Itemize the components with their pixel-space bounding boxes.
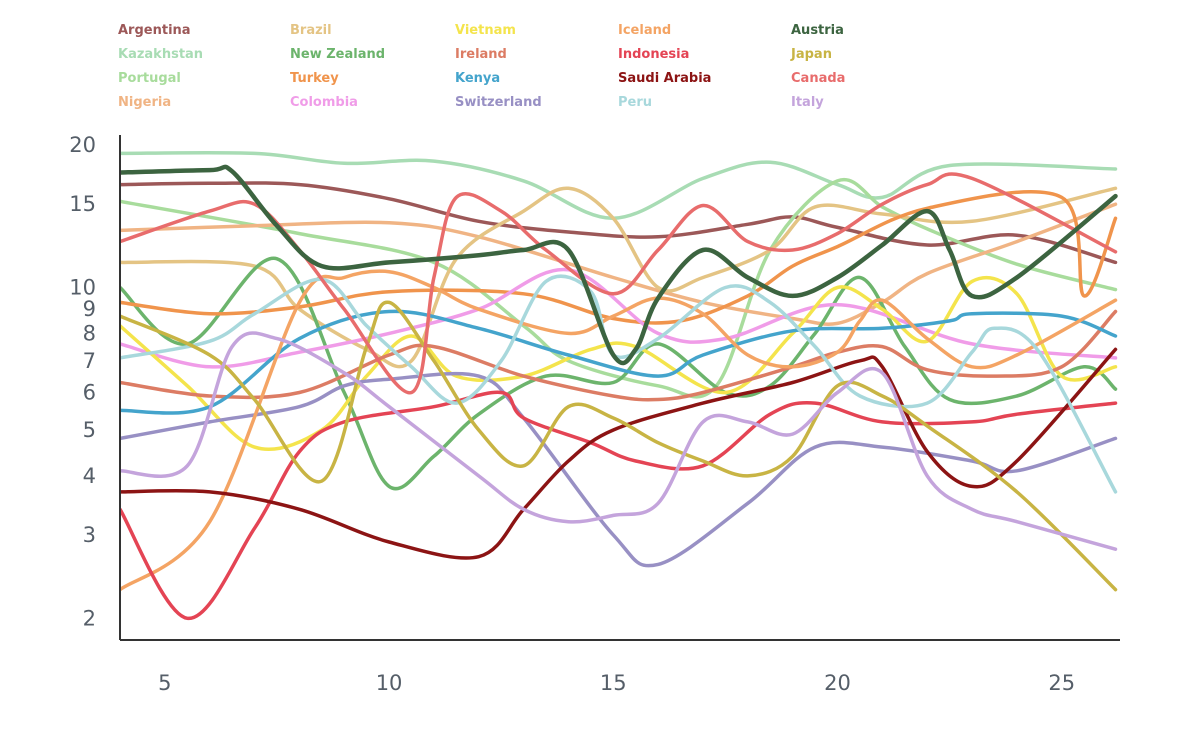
series-line-japan [120, 300, 1118, 592]
legend-item-colombia: Colombia [290, 95, 358, 110]
legend-item-argentina: Argentina [118, 23, 191, 38]
series-line-kenya [120, 309, 1118, 415]
y-tick-label: 8 [83, 321, 96, 345]
series-line-ireland [120, 309, 1118, 402]
legend-item-iceland: Iceland [618, 23, 671, 38]
legend-item-brazil: Brazil [290, 23, 332, 38]
series-line-switzerland [120, 371, 1118, 568]
x-tick-label: 5 [158, 671, 171, 695]
y-tick-label: 5 [83, 418, 96, 442]
y-tick-label: 4 [83, 464, 96, 488]
series-line-kazakhstan [120, 150, 1118, 221]
series-line-saudi-arabia [120, 347, 1118, 560]
legend-item-italy: Italy [791, 95, 824, 110]
x-tick-label: 20 [824, 671, 851, 695]
series-line-turkey [120, 190, 1118, 325]
legend-item-nigeria: Nigeria [118, 95, 171, 110]
x-tick-label: 25 [1048, 671, 1075, 695]
legend-item-canada: Canada [791, 71, 845, 86]
legend-item-japan: Japan [790, 47, 832, 62]
series-line-new-zealand [120, 256, 1118, 491]
legend-item-indonesia: Indonesia [618, 47, 689, 62]
y-tick-label: 3 [83, 523, 96, 547]
series-line-brazil [120, 186, 1118, 369]
legend-item-turkey: Turkey [290, 71, 339, 86]
series-lines [120, 150, 1118, 621]
legend-item-vietnam: Vietnam [455, 23, 516, 38]
x-tick-label: 10 [376, 671, 403, 695]
y-tick-label: 20 [69, 133, 96, 157]
legend-item-kenya: Kenya [455, 71, 500, 86]
legend-item-kazakhstan: Kazakhstan [118, 47, 203, 62]
legend-item-peru: Peru [618, 95, 652, 110]
series-line-italy [120, 331, 1118, 551]
y-tick-label: 2 [83, 606, 96, 630]
x-tick-labels: 5 10 15 20 25 [158, 671, 1075, 695]
legend-item-austria: Austria [791, 23, 844, 38]
legend: Argentina Kazakhstan Portugal Nigeria Brazil… [118, 23, 845, 110]
legend-item-new-zealand: New Zealand [290, 47, 385, 62]
legend-item-switzerland: Switzerland [455, 95, 542, 110]
legend-item-ireland: Ireland [455, 47, 507, 62]
y-tick-label: 6 [83, 381, 96, 405]
legend-item-portugal: Portugal [118, 71, 181, 86]
x-tick-label: 15 [600, 671, 627, 695]
series-line-austria [120, 164, 1118, 366]
series-line-argentina [120, 181, 1118, 265]
legend-item-saudi-arabia: Saudi Arabia [618, 71, 711, 86]
y-tick-label: 9 [83, 297, 96, 321]
y-tick-label: 7 [83, 349, 96, 373]
y-tick-label: 15 [69, 192, 96, 216]
y-tick-label: 10 [69, 276, 96, 300]
